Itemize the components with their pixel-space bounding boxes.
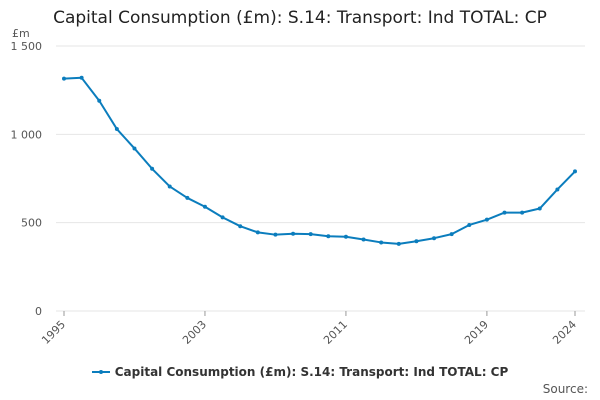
data-point-1997[interactable] <box>97 98 102 103</box>
data-point-1995[interactable] <box>62 76 66 81</box>
y-axis-ticks: 0 500 1 000 1 500 <box>11 40 43 318</box>
data-point-2014[interactable] <box>396 241 401 246</box>
series-line[interactable] <box>63 76 576 245</box>
data-point-2010[interactable] <box>326 234 331 239</box>
y-tick-label: 1 500 <box>11 40 43 53</box>
data-point-2019[interactable] <box>484 217 489 222</box>
data-point-2007[interactable] <box>273 232 278 237</box>
data-point-2021[interactable] <box>520 210 525 215</box>
chart-title: Capital Consumption (£m): S.14: Transpor… <box>53 8 547 28</box>
y-tick-label: 0 <box>35 305 42 318</box>
data-point-2013[interactable] <box>379 240 384 245</box>
x-tick-label: 2011 <box>321 318 350 347</box>
data-point-2002[interactable] <box>185 195 190 200</box>
data-point-2004[interactable] <box>220 215 225 220</box>
source-label: Source: <box>542 382 588 396</box>
data-point-1999[interactable] <box>132 146 137 151</box>
x-tick-label: 2024 <box>550 318 579 347</box>
x-tick-label: 2019 <box>462 318 491 347</box>
legend-line-marker-icon <box>91 366 110 378</box>
data-point-2008[interactable] <box>291 231 296 236</box>
data-point-2001[interactable] <box>167 184 172 189</box>
x-tick-label: 2003 <box>180 318 209 347</box>
data-point-2015[interactable] <box>414 239 419 244</box>
data-point-2016[interactable] <box>432 236 437 241</box>
data-point-1998[interactable] <box>114 127 119 132</box>
data-point-2018[interactable] <box>467 222 472 227</box>
x-axis-ticks: 1995 2003 2011 2019 2024 <box>39 311 579 347</box>
y-tick-label: 500 <box>21 217 42 230</box>
data-point-2000[interactable] <box>150 166 155 171</box>
series-layer <box>62 75 577 246</box>
data-point-2023[interactable] <box>555 187 560 192</box>
data-point-2022[interactable] <box>537 206 542 211</box>
data-point-2020[interactable] <box>502 210 507 215</box>
y-tick-label: 1 000 <box>11 128 43 141</box>
data-point-2003[interactable] <box>202 204 207 209</box>
x-tick-label: 1995 <box>39 318 68 347</box>
data-point-2011[interactable] <box>343 234 348 239</box>
data-point-2017[interactable] <box>449 232 454 237</box>
legend-label: Capital Consumption (£m): S.14: Transpor… <box>114 365 509 379</box>
data-point-1996[interactable] <box>79 75 84 80</box>
data-point-2024[interactable] <box>573 169 577 174</box>
y-axis-unit-label: £m <box>12 27 30 40</box>
data-point-2012[interactable] <box>361 237 366 242</box>
data-point-2005[interactable] <box>238 224 243 229</box>
data-point-2006[interactable] <box>255 230 260 235</box>
gridlines <box>56 45 585 312</box>
legend[interactable]: Capital Consumption (£m): S.14: Transpor… <box>0 365 600 379</box>
data-point-2009[interactable] <box>308 232 313 237</box>
